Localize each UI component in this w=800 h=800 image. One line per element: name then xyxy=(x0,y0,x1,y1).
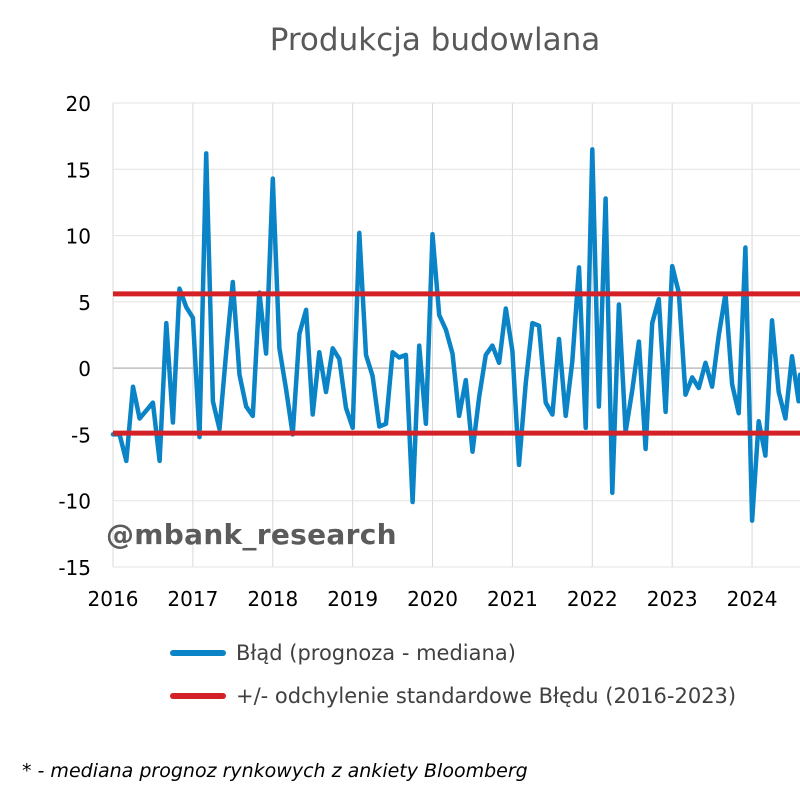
horizontal-gridlines xyxy=(113,102,800,568)
x-tick-label: 2016 xyxy=(88,587,139,611)
x-tick-label: 2018 xyxy=(247,587,298,611)
legend-swatch-red xyxy=(170,693,226,699)
watermark-text: @mbank_research xyxy=(106,518,397,551)
legend-label-error: Błąd (prognoza - mediana) xyxy=(236,641,516,665)
x-tick-label: 2024 xyxy=(727,587,778,611)
y-tick-label: 15 xyxy=(66,158,91,182)
y-tick-label: -5 xyxy=(71,423,91,447)
x-tick-label: 2021 xyxy=(487,587,538,611)
x-tick-label: 2020 xyxy=(407,587,458,611)
legend-swatch-blue xyxy=(170,650,226,656)
y-tick-label: -15 xyxy=(58,556,91,580)
y-axis-tick-labels: -15 -10 -5 0 5 10 15 20 xyxy=(58,92,91,580)
y-tick-label: 5 xyxy=(78,291,91,315)
series-line-error xyxy=(110,147,800,523)
x-tick-label: 2023 xyxy=(647,587,698,611)
x-tick-label: 2017 xyxy=(167,587,218,611)
x-tick-label: 2022 xyxy=(567,587,618,611)
y-tick-label: 10 xyxy=(66,225,91,249)
plot-area-series xyxy=(110,147,800,523)
y-tick-label: 20 xyxy=(66,92,91,116)
x-tick-label: 2019 xyxy=(327,587,378,611)
x-axis-tick-labels: 2016 2017 2018 2019 2020 2021 2022 2023 2024 xyxy=(88,587,778,611)
y-tick-label: 0 xyxy=(78,357,91,381)
legend-label-std: +/- odchylenie standardowe Błędu (2016-2… xyxy=(236,684,737,708)
legend-entry-std: +/- odchylenie standardowe Błędu (2016-2… xyxy=(170,684,736,708)
legend-entry-error: Błąd (prognoza - mediana) xyxy=(170,641,516,665)
footnote: * - mediana prognoz rynkowych z ankiety … xyxy=(22,760,528,782)
y-tick-label: -10 xyxy=(58,490,91,514)
chart-title: Produkcja budowlana xyxy=(269,22,601,58)
